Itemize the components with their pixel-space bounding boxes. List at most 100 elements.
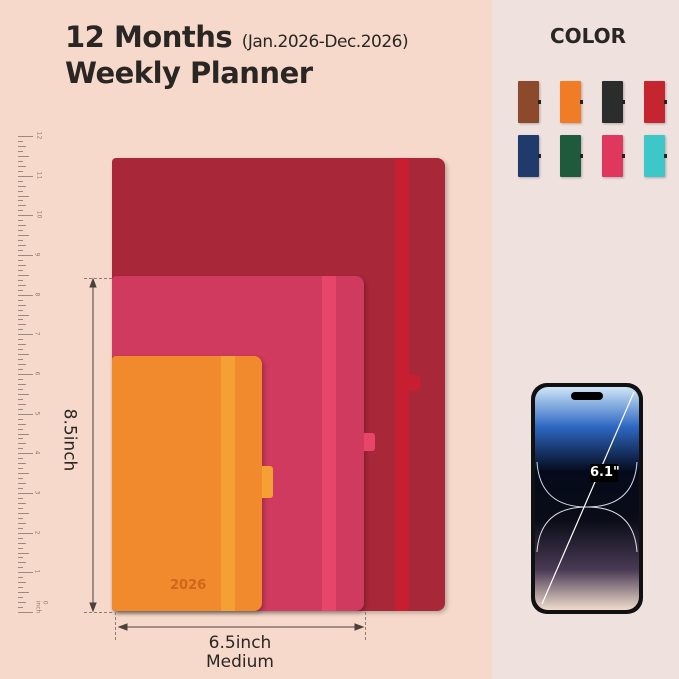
ruler-tick	[18, 458, 23, 460]
ruler-tick	[18, 349, 23, 351]
ruler-tick	[18, 279, 23, 281]
color-swatch	[560, 135, 583, 177]
ruler-tick	[18, 547, 23, 549]
ruler-tick	[18, 359, 23, 361]
ruler-tick	[18, 180, 23, 182]
ruler-tick	[18, 190, 23, 192]
ruler-tick	[18, 552, 29, 554]
ruler-tick	[18, 195, 29, 197]
ruler-tick	[18, 170, 23, 172]
ruler-tick	[18, 423, 26, 425]
ruler-tick	[18, 136, 33, 137]
ruler-tick	[18, 453, 33, 455]
elastic-band	[221, 356, 235, 611]
ruler-tick	[18, 314, 29, 316]
ruler-tick	[18, 309, 23, 311]
ruler-tick	[18, 245, 26, 247]
ruler-tick	[18, 488, 23, 490]
color-swatch	[602, 81, 625, 123]
ruler-tick	[18, 532, 33, 534]
ruler-tick	[18, 215, 33, 217]
ruler-tick	[18, 517, 23, 519]
ruler-tick	[18, 185, 26, 187]
color-swatch	[602, 135, 625, 177]
ruler-tick	[18, 587, 23, 589]
dim-guide-right	[365, 612, 366, 640]
width-label: 6.5inch	[208, 633, 272, 653]
ruler-tick	[18, 398, 23, 400]
ruler-tick	[18, 443, 26, 445]
ruler-tick	[18, 205, 26, 207]
ruler-tick	[18, 567, 23, 569]
ruler-tick	[18, 522, 26, 524]
elastic-band	[322, 276, 336, 611]
height-label: 8.5inch	[59, 408, 80, 472]
pen-loop	[409, 375, 420, 391]
ruler-tick	[18, 502, 26, 504]
color-swatch	[518, 135, 541, 177]
ruler-tick	[18, 319, 23, 321]
ruler-tick	[18, 210, 23, 212]
title-months: 12 Months	[65, 20, 233, 54]
ruler-tick	[18, 542, 26, 544]
ruler-tick	[18, 235, 29, 237]
ruler-tick	[18, 378, 23, 380]
ruler-tick	[18, 433, 29, 435]
ruler-tick	[18, 299, 23, 301]
ruler-tick	[18, 512, 29, 514]
ruler-tick	[18, 165, 26, 167]
ruler-tick	[18, 468, 23, 470]
ruler-tick	[18, 408, 23, 410]
ruler-tick	[18, 369, 23, 371]
notebook-small: 2026	[112, 356, 273, 611]
ruler-tick	[18, 383, 26, 385]
ruler-tick	[18, 527, 23, 529]
elastic-band	[395, 158, 409, 611]
ruler-tick	[18, 289, 23, 291]
ruler-tick	[18, 230, 23, 232]
ruler-tick	[18, 592, 29, 594]
ruler-tick	[18, 200, 23, 202]
ruler-tick	[18, 155, 29, 157]
color-swatch	[518, 81, 541, 123]
dim-guide-bottom	[84, 612, 112, 613]
ruler-tick	[18, 483, 26, 485]
color-swatch	[560, 81, 583, 123]
ruler-tick	[18, 160, 23, 162]
ruler-tick	[18, 374, 33, 375]
ruler-tick	[18, 418, 23, 420]
ruler-tick	[18, 339, 23, 341]
ruler-tick	[18, 388, 23, 390]
ruler-tick	[18, 324, 26, 326]
size-name-label: Medium	[206, 652, 274, 672]
ruler-tick	[18, 438, 23, 440]
pen-loop	[364, 433, 375, 451]
ruler-tick	[18, 497, 23, 499]
ruler-tick	[18, 463, 26, 465]
ruler-tick	[18, 150, 23, 152]
ruler-tick	[18, 344, 26, 346]
ruler-tick	[18, 354, 29, 356]
ruler-tick	[18, 255, 33, 256]
ruler-tick	[18, 329, 23, 331]
ruler-tick	[18, 582, 26, 584]
ruler-tick	[18, 602, 26, 604]
ruler-tick	[18, 448, 23, 450]
phone-image	[531, 383, 643, 614]
ruler-tick	[18, 364, 26, 366]
ruler-tick	[18, 225, 26, 227]
color-swatch	[644, 81, 667, 123]
ruler-tick	[18, 478, 23, 480]
ruler-tick	[18, 413, 33, 415]
ruler-tick	[18, 607, 23, 609]
ruler-tick	[18, 284, 26, 286]
ruler-tick	[18, 264, 26, 266]
ruler-tick	[18, 250, 23, 252]
ruler-tick	[18, 175, 33, 177]
ruler-tick	[18, 597, 23, 599]
ruler-tick	[18, 612, 33, 613]
ruler-tick	[18, 577, 23, 579]
ruler-tick	[18, 334, 33, 336]
ruler-tick	[18, 140, 23, 142]
ruler-tick	[18, 428, 23, 430]
